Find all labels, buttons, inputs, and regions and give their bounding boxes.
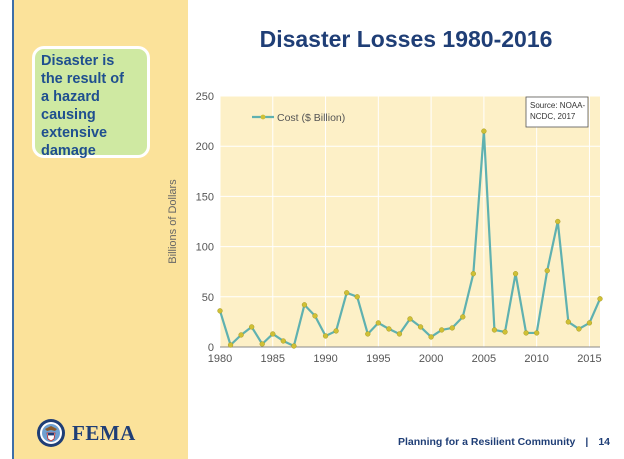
- callout-line: Disaster is: [41, 53, 115, 69]
- footer-text: Planning for a Resilient Community: [398, 436, 576, 448]
- data-point: [481, 128, 487, 134]
- data-point: [396, 331, 403, 337]
- data-point: [270, 331, 276, 337]
- data-point: [259, 341, 265, 347]
- data-point: [375, 320, 381, 326]
- data-point: [417, 324, 424, 330]
- data-point: [322, 333, 329, 339]
- dhs-seal-icon: [37, 419, 65, 447]
- source-annotation-box: [525, 96, 589, 128]
- data-point: [354, 294, 360, 300]
- data-point: [333, 328, 339, 334]
- data-point: [586, 320, 593, 326]
- data-point: [249, 324, 255, 330]
- x-tick-label: 2000: [419, 353, 443, 365]
- data-point: [597, 296, 603, 302]
- data-point: [238, 332, 244, 338]
- callout-line: causing: [41, 107, 96, 123]
- data-point: [217, 308, 223, 314]
- definition-callout: Disaster is the result of a hazard causi…: [32, 46, 150, 159]
- fema-logo: FEMA: [36, 418, 136, 448]
- sidebar-rule: [12, 0, 14, 459]
- data-point: [523, 330, 529, 336]
- x-tick-label: 1990: [313, 353, 337, 365]
- source-annotation-text: Source: NOAA-: [530, 101, 585, 110]
- data-point: [386, 326, 392, 332]
- callout-line: the result of: [41, 71, 124, 87]
- callout-line: damage: [41, 143, 96, 159]
- plot-area: [220, 96, 600, 347]
- y-tick-label: 100: [196, 242, 214, 254]
- x-tick-label: 2005: [472, 353, 496, 365]
- data-point: [470, 271, 476, 277]
- data-point: [460, 314, 466, 320]
- loss-chart: 0 50 100 150 200 250 1980 1985 1990 1995 2000 2005 2…: [167, 91, 603, 365]
- y-axis-label: Billions of Dollars: [167, 179, 179, 264]
- x-tick-label: 1995: [366, 353, 390, 365]
- data-point: [312, 313, 318, 319]
- x-tick-label: 1985: [261, 353, 285, 365]
- data-point: [491, 327, 498, 333]
- x-tick-label: 2010: [524, 353, 548, 365]
- callout-line: extensive: [41, 125, 108, 141]
- data-point: [439, 327, 445, 333]
- y-tick-label: 50: [202, 292, 214, 304]
- x-tick-label: 1980: [208, 353, 232, 365]
- legend-marker: [260, 114, 266, 120]
- y-tick-label: 250: [196, 91, 214, 103]
- slide-title: Disaster Losses 1980-2016: [259, 26, 553, 52]
- legend-label: Cost ($ Billion): [277, 112, 345, 124]
- data-point: [502, 329, 508, 335]
- data-point: [428, 334, 434, 340]
- callout-line: a hazard: [41, 89, 100, 105]
- data-point: [555, 218, 561, 225]
- y-tick-label: 200: [196, 141, 214, 153]
- data-point: [512, 271, 519, 277]
- data-point: [534, 330, 540, 336]
- fema-logo-text: FEMA: [72, 420, 136, 445]
- footer-separator: |: [585, 436, 589, 448]
- data-point: [344, 290, 350, 296]
- data-point: [576, 326, 582, 332]
- data-point: [227, 342, 234, 348]
- data-point: [291, 343, 297, 349]
- y-tick-label: 0: [208, 342, 214, 354]
- data-point: [407, 316, 413, 322]
- footer: Planning for a Resilient Community | 14: [398, 436, 610, 448]
- x-tick-label: 2015: [577, 353, 601, 365]
- data-point: [449, 325, 455, 331]
- source-annotation-text: NCDC, 2017: [530, 112, 576, 121]
- page-number: 14: [598, 436, 610, 448]
- data-point: [280, 338, 286, 344]
- data-point: [301, 302, 308, 308]
- data-point: [365, 331, 371, 337]
- y-tick-label: 150: [196, 191, 214, 203]
- data-point: [544, 268, 550, 274]
- data-point: [565, 319, 571, 325]
